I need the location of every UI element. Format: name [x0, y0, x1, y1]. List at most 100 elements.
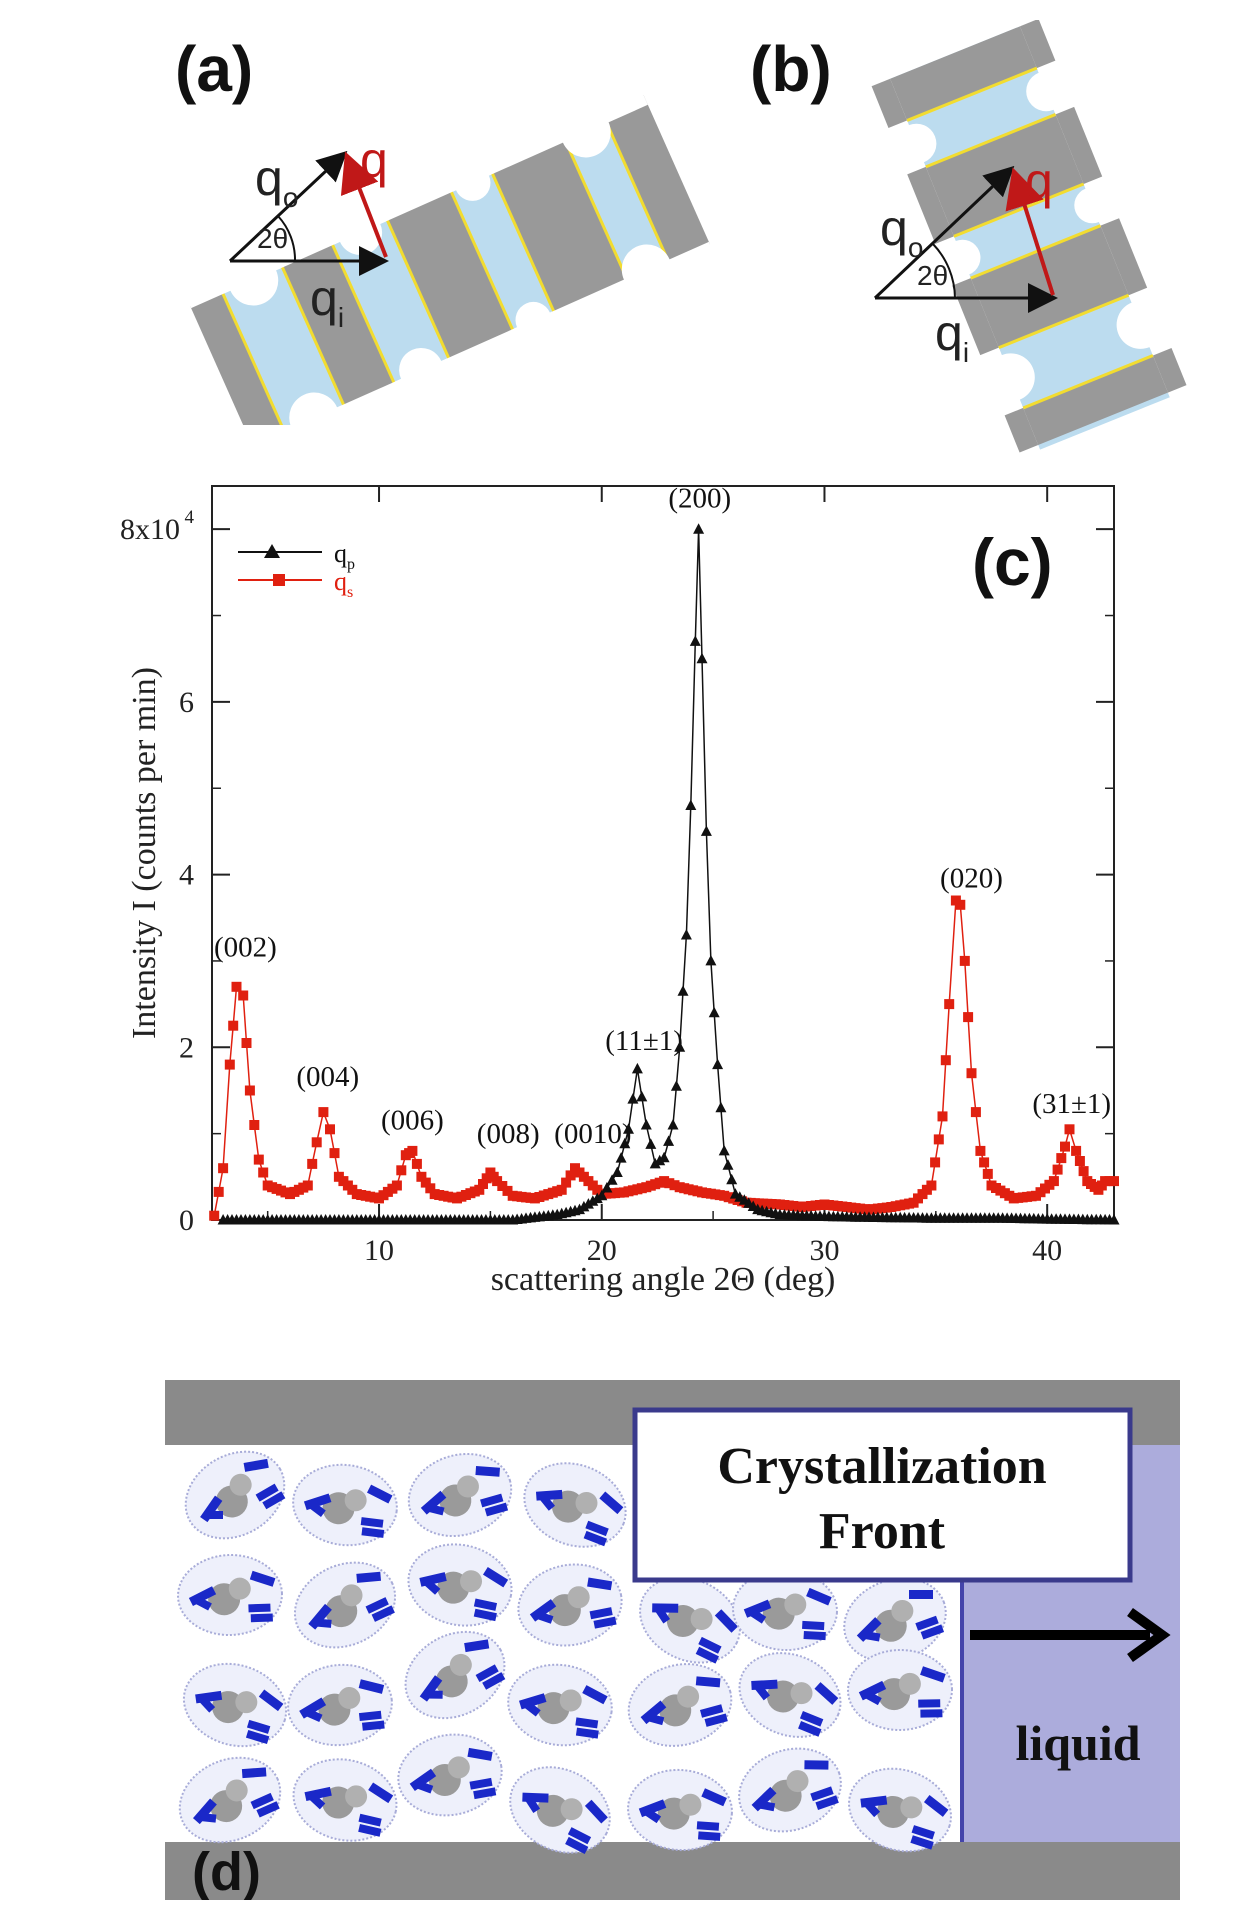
x-tick-label: 30 [809, 1234, 839, 1267]
x-tick-label: 40 [1032, 1234, 1062, 1267]
molecule-icon [184, 1450, 286, 1540]
data-point-qp [582, 1198, 594, 1209]
data-point-qp [611, 1166, 623, 1177]
data-point-qp [578, 1200, 590, 1212]
data-point-qp [715, 1101, 727, 1113]
angle-arc [277, 215, 297, 262]
y-tick-label: 2 [179, 1031, 194, 1064]
data-point-qp [574, 1203, 585, 1215]
data-point-qp [587, 1195, 599, 1206]
data-point-qp [615, 1152, 627, 1163]
data-point-qs [933, 1134, 944, 1145]
data-point-qs [391, 1180, 402, 1191]
molecule-icon [738, 1747, 842, 1833]
panel-b-diagram: 2θ qo qi q [860, 20, 1200, 460]
qo-label: qo [880, 200, 923, 263]
front-label-line2: Front [819, 1503, 946, 1560]
angle-arc [932, 243, 956, 299]
data-point-qp [674, 1041, 686, 1052]
data-point-qs [1056, 1153, 1067, 1164]
data-point-qp [685, 799, 697, 810]
data-point-qp [689, 635, 701, 646]
data-point-qs [937, 1111, 948, 1122]
data-point-qs [325, 1124, 335, 1135]
data-point-qp [677, 985, 689, 996]
data-point-qs [975, 1145, 986, 1156]
peak-label: (004) [296, 1061, 359, 1093]
solvent-channel [890, 26, 1170, 450]
data-point-qs [224, 1059, 235, 1070]
data-point-qs [664, 1178, 675, 1189]
molecule-icon [397, 1733, 503, 1817]
data-point-qs [1071, 1145, 1082, 1156]
data-point-qp [670, 1080, 682, 1091]
data-point-qs [307, 1158, 318, 1169]
data-point-qs [556, 1184, 567, 1195]
data-point-qp [705, 954, 717, 966]
data-point-qp [627, 1093, 639, 1104]
legend-marker-square [273, 574, 285, 586]
liquid-label: liquid [1015, 1715, 1140, 1771]
data-point-qs [244, 1085, 255, 1096]
data-point-qp [696, 652, 708, 664]
front-label-box [632, 1407, 1133, 1583]
data-point-qs [228, 1020, 239, 1031]
data-point-qs [231, 981, 242, 992]
molecule-icon [178, 1756, 282, 1844]
data-point-qs [565, 1170, 576, 1181]
data-point-qs [478, 1179, 488, 1189]
data-point-qp [726, 1173, 738, 1185]
data-point-qs [970, 1107, 981, 1118]
peak-label: (006) [381, 1104, 444, 1136]
q-label: q [360, 132, 388, 188]
y-tick-label: 4 [179, 859, 194, 892]
lamella [381, 178, 519, 372]
data-point-qs [416, 1171, 427, 1182]
x-axis-label: scattering angle 2Θ (deg) [491, 1261, 836, 1298]
data-point-qs [1048, 1176, 1059, 1187]
data-point-qp [640, 1119, 652, 1130]
y-tick-label: 6 [179, 686, 194, 719]
molecule-icon [517, 1563, 623, 1647]
molecule-icon [407, 1452, 513, 1538]
data-point-qs [1064, 1124, 1075, 1135]
molecule-icon [407, 1543, 513, 1627]
data-point-qp [663, 1135, 675, 1146]
panel-d-schematic: Crystallization Front liquid (d) [165, 1380, 1180, 1900]
data-point-qs [979, 1157, 990, 1168]
data-point-qs [1060, 1141, 1070, 1152]
data-point-qs [481, 1173, 492, 1184]
growth-arrow-head-icon [1127, 1607, 1171, 1663]
data-point-qs [425, 1183, 436, 1194]
data-point-qs [926, 1180, 937, 1191]
data-point-qs [329, 1148, 340, 1159]
x-tick-label: 20 [587, 1234, 617, 1267]
data-point-qs [966, 1068, 977, 1079]
molecule-icon [507, 1663, 613, 1747]
panel-a-diagram: 2θ qo qi q [190, 95, 710, 425]
peak-label: (002) [214, 932, 277, 964]
data-point-qp [606, 1174, 618, 1185]
data-point-qp [708, 1006, 720, 1018]
y-axis-label: Intensity I (counts per min) [126, 667, 163, 1039]
data-point-qs [209, 1210, 220, 1221]
data-point-qs [1074, 1156, 1085, 1166]
data-point-qs [963, 1012, 974, 1023]
data-point-qs [474, 1184, 485, 1195]
panel-label-d: (d) [192, 1842, 261, 1900]
lamella [600, 95, 710, 274]
molecule-icon [292, 1463, 398, 1547]
series-line-qs [213, 898, 1114, 1216]
data-point-qs [241, 1038, 252, 1048]
y-tick-exponent: 4 [185, 507, 195, 528]
peak-label: (11±1) [605, 1025, 683, 1057]
bottom-wall [165, 1842, 1180, 1900]
panel-label-b: (b) [750, 33, 832, 105]
data-point-qp [680, 929, 692, 940]
molecule-icon [639, 1576, 741, 1664]
legend-marker-triangle [264, 544, 280, 558]
y-tick-label: 8x10 [120, 513, 180, 546]
molecule-icon [182, 1662, 288, 1748]
y-tick-label: 0 [179, 1204, 194, 1237]
data-point-qp [601, 1182, 613, 1193]
